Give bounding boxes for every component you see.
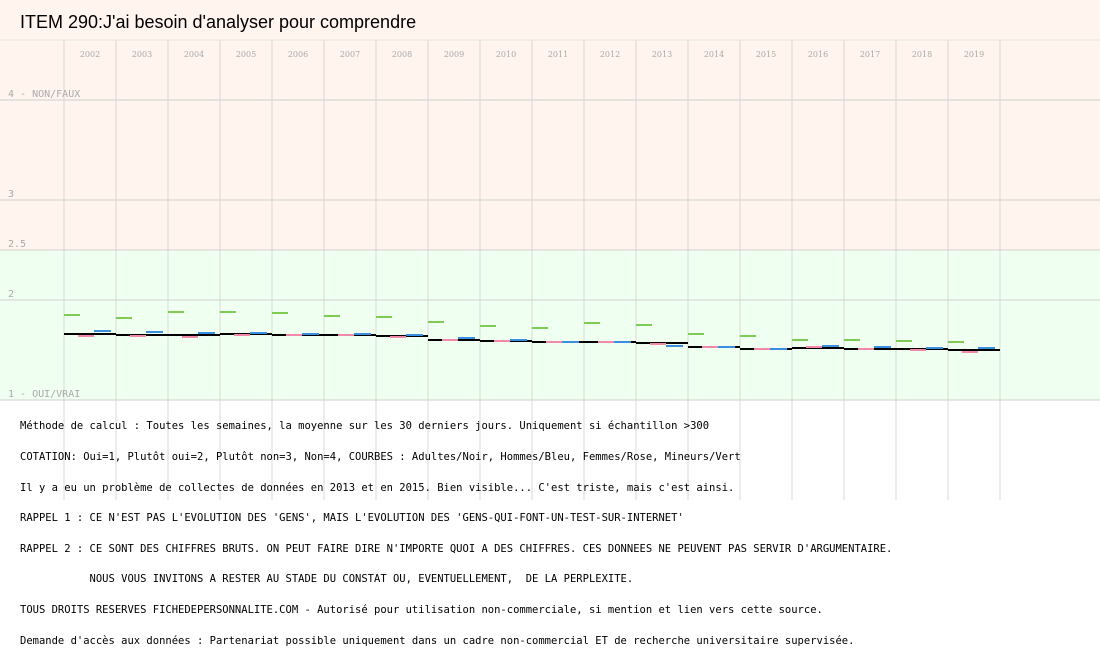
x-tick-label: 2002 <box>80 50 100 59</box>
x-tick-label: 2013 <box>652 50 672 59</box>
y-tick-label: 4 - NON/FAUX <box>8 89 80 100</box>
top-band <box>0 0 1100 95</box>
zone-band <box>0 250 1100 400</box>
x-tick-label: 2016 <box>808 50 828 59</box>
x-tick-label: 2010 <box>496 50 516 59</box>
x-tick-label: 2008 <box>392 50 412 59</box>
x-tick-label: 2005 <box>236 50 256 59</box>
chart-notes: Méthode de calcul : Toutes les semaines,… <box>20 401 892 656</box>
y-tick-label: 3 <box>8 189 14 200</box>
x-tick-label: 2006 <box>288 50 308 59</box>
x-tick-label: 2019 <box>964 50 984 59</box>
note-line: Il y a eu un problème de collectes de do… <box>20 481 735 494</box>
x-tick-label: 2003 <box>132 50 152 59</box>
x-tick-label: 2018 <box>912 50 932 59</box>
x-tick-label: 2007 <box>340 50 360 59</box>
chart-title: ITEM 290:J'ai besoin d'analyser pour com… <box>20 12 417 32</box>
note-line: RAPPEL 1 : CE N'EST PAS L'EVOLUTION DES … <box>20 512 684 525</box>
note-line: Demande d'accès aux données : Partenaria… <box>20 634 855 647</box>
note-line: NOUS VOUS INVITONS A RESTER AU STADE DU … <box>20 573 634 586</box>
note-line: COTATION: Oui=1, Plutôt oui=2, Plutôt no… <box>20 451 741 464</box>
y-tick-label: 2.5 <box>8 239 26 250</box>
note-line: RAPPEL 2 : CE SONT DES CHIFFRES BRUTS. O… <box>20 542 893 555</box>
x-tick-label: 2015 <box>756 50 776 59</box>
x-tick-label: 2009 <box>444 50 464 59</box>
note-line: TOUS DROITS RESERVES FICHEDEPERSONNALITE… <box>20 604 823 617</box>
x-tick-label: 2004 <box>184 50 204 59</box>
x-tick-label: 2017 <box>860 50 880 59</box>
line-chart: 4 - NON/FAUX 3 2.5 2 1 - OUI/VRAI 2002 2003 200… <box>0 0 1100 500</box>
zone-band <box>0 95 1100 250</box>
x-tick-label: 2011 <box>548 50 568 59</box>
note-line: Méthode de calcul : Toutes les semaines,… <box>20 420 710 433</box>
y-tick-label: 2 <box>8 289 14 300</box>
x-tick-label: 2012 <box>600 50 620 59</box>
y-tick-label: 1 - OUI/VRAI <box>8 389 80 400</box>
x-tick-label: 2014 <box>704 50 724 59</box>
